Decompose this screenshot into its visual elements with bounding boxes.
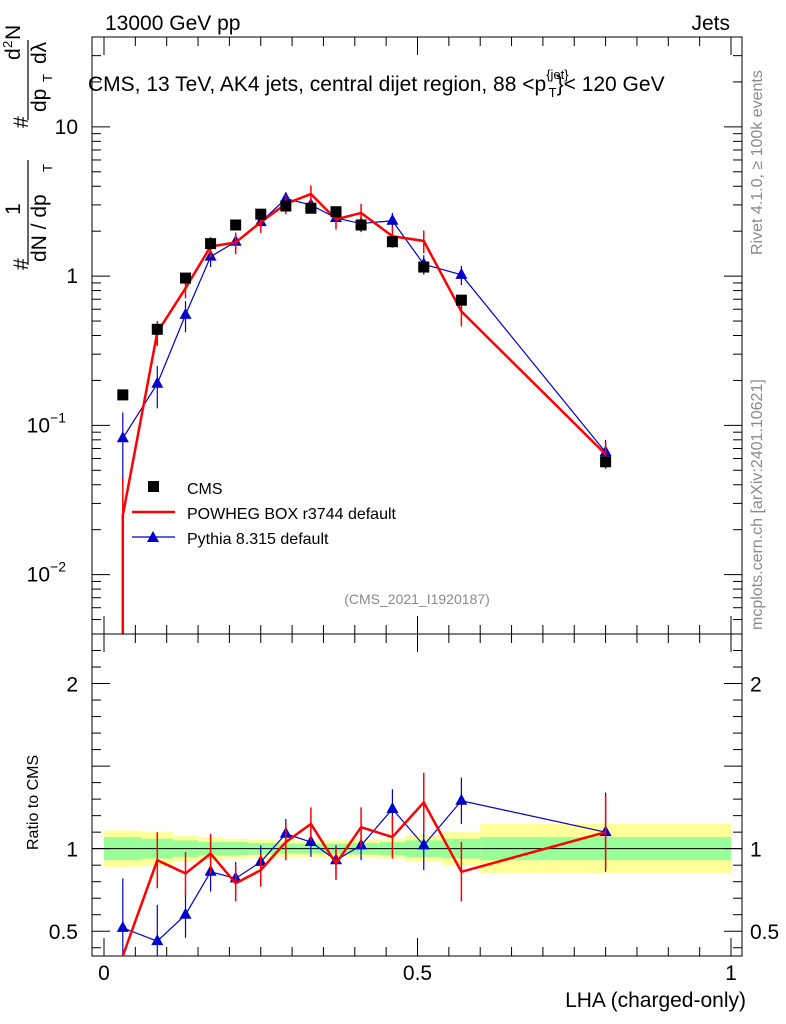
header-left: 13000 GeV pp [105, 12, 240, 35]
header-right: Jets [691, 12, 730, 35]
ylabel-sub-t: T [40, 164, 55, 172]
ylabel-one: 1 [2, 203, 25, 215]
main-title-text: CMS, 13 TeV, AK4 jets, central dijet reg… [88, 73, 546, 96]
legend: CMS POWHEG BOX r3744 default Pythia 8.31… [132, 481, 397, 548]
ratio-pythia-point [304, 835, 317, 847]
cms-point [330, 206, 342, 218]
ratio-uncertainty-bands [92, 823, 742, 874]
legend-powheg-label: POWHEG BOX r3744 default [187, 506, 397, 523]
mcplots-label: mcplots.cern.ch [arXiv:2401.10621] [749, 379, 766, 630]
ratio-x-tick-labels: 0 0.5 1 [98, 962, 737, 985]
main-title-tail: }< 120 GeV [557, 73, 665, 96]
legend-pythia-label: Pythia 8.315 default [187, 531, 329, 548]
legend-pythia-marker [147, 531, 159, 542]
powheg-line [121, 192, 607, 634]
x-axis-label: LHA (charged-only) [565, 989, 746, 1012]
ratio-pythia-point [455, 793, 468, 805]
ratio-data-layer [116, 772, 612, 957]
analysis-tag: (CMS_2021_I1920187) [344, 591, 490, 607]
ylabel-numerator-n: N [2, 25, 25, 40]
ratio-y-label: Ratio to CMS [25, 755, 42, 850]
ratio-x-tick-label: 1 [725, 962, 737, 985]
legend-cms-label: CMS [187, 481, 223, 498]
main-y-label: # 1 dN / dp T # d 2 N dp T dλ [0, 25, 55, 270]
pythia-point [151, 376, 164, 388]
main-y-tick-label: 10 [55, 116, 78, 139]
cms-point [386, 236, 398, 248]
ratio-pythia-point [179, 907, 192, 919]
pythia-point [116, 431, 129, 443]
ratio-pythia-point [417, 838, 430, 850]
cms-point [117, 389, 129, 401]
cms-point [230, 219, 242, 231]
main-title-sup: {jet} [546, 67, 569, 82]
cms-point [305, 202, 317, 214]
ratio-y-tick-label-right: 0.5 [750, 921, 779, 944]
ylabel-hash-1: # [10, 258, 33, 270]
ratio-pythia-point [151, 934, 164, 946]
pythia-point [386, 213, 399, 225]
cms-point [355, 219, 367, 231]
ylabel-denominator: dN / dp [28, 194, 51, 262]
ratio-y-tick-label: 2 [66, 674, 78, 697]
cms-point [280, 200, 292, 212]
ratio-x-tick-label: 0.5 [403, 962, 432, 985]
main-y-tick-label-sup: −1 [50, 409, 66, 425]
ylabel-sup-2: 2 [0, 41, 15, 48]
rivet-label: Rivet 4.1.0, ≥ 100k events [749, 70, 766, 255]
ratio-y-tick-label: 0.5 [49, 921, 78, 944]
ylabel-dp: dp [28, 89, 51, 112]
ratio-y-tick-label-right: 1 [750, 839, 762, 862]
main-y-tick-label-sup: −2 [50, 559, 66, 575]
ylabel-dlambda: dλ [28, 41, 51, 64]
pythia-line [122, 198, 607, 453]
ratio-y-tick-labels: 0.5 0.5 1 1 2 2 [49, 674, 779, 945]
ratio-y-tick-label: 1 [66, 839, 78, 862]
ratio-pythia-point [386, 802, 399, 814]
ylabel-sub-t-2: T [40, 74, 55, 82]
cms-point [180, 272, 192, 284]
ratio-x-tick-label: 0 [98, 962, 110, 985]
main-y-tick-label: 1 [66, 265, 78, 288]
ratio-y-tick-label-right: 2 [750, 674, 762, 697]
cms-point [255, 208, 267, 220]
main-y-tick-label: 10−2 [27, 559, 67, 587]
ratio-pythia-line [122, 800, 606, 942]
main-data-layer [116, 185, 612, 634]
main-y-tick-labels: 10−2 10−1 1 10 [27, 116, 78, 587]
ratio-powheg-line [121, 800, 606, 957]
cms-point [600, 456, 612, 468]
ratio-pythia-point [116, 920, 129, 932]
cms-point [205, 238, 217, 250]
cms-point [151, 323, 163, 335]
main-axis-ticks [92, 36, 742, 635]
pythia-point [455, 267, 468, 279]
main-y-tick-label: 10−1 [27, 409, 67, 437]
pythia-point [179, 307, 192, 319]
cms-point [455, 294, 467, 306]
main-title-sub: T [549, 85, 557, 100]
ylabel-numerator-d: d [2, 48, 25, 60]
ylabel-hash-2: # [10, 116, 33, 128]
main-title: CMS, 13 TeV, AK4 jets, central dijet reg… [88, 67, 665, 100]
cms-point [418, 261, 430, 273]
ratio-axis-ticks [92, 634, 742, 956]
legend-cms-marker [148, 481, 159, 492]
